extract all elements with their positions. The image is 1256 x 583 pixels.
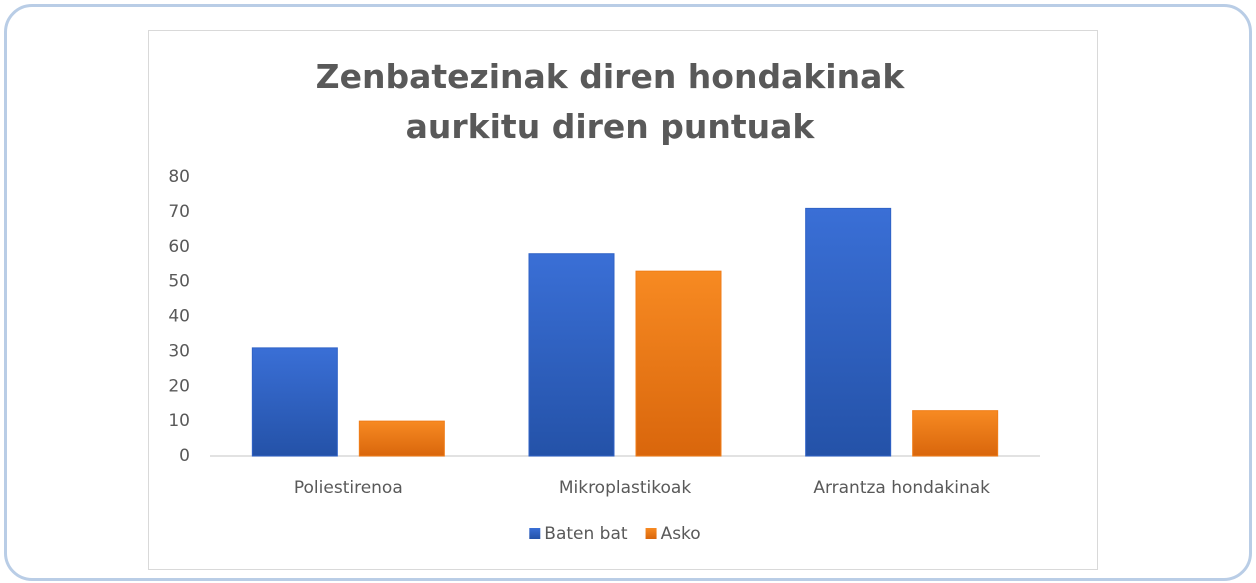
y-tick-label: 70 [168,202,190,222]
x-tick-label: Poliestirenoa [294,478,403,498]
y-tick-label: 30 [168,341,190,361]
legend-label: Asko [661,524,701,544]
y-tick-label: 60 [168,237,190,257]
bar [358,420,445,457]
x-tick-label: Mikroplastikoak [559,478,691,498]
y-tick-label: 80 [168,167,190,187]
y-tick-label: 10 [168,411,190,431]
bar [251,347,338,457]
legend-swatch [645,528,657,539]
bar [805,207,892,457]
bar [635,270,722,457]
bar [912,410,999,457]
y-tick-label: 20 [168,376,190,396]
y-tick-label: 50 [168,272,190,292]
y-tick-label: 0 [179,446,190,466]
chart-area [148,30,1098,570]
legend-swatch [529,528,541,539]
legend-label: Baten bat [544,524,628,544]
bar [528,253,615,457]
chart-title: Zenbatezinak diren hondakinak aurkitu di… [315,57,905,146]
y-tick-label: 40 [168,307,190,327]
frame [4,4,1252,581]
x-tick-label: Arrantza hondakinak [813,478,990,498]
